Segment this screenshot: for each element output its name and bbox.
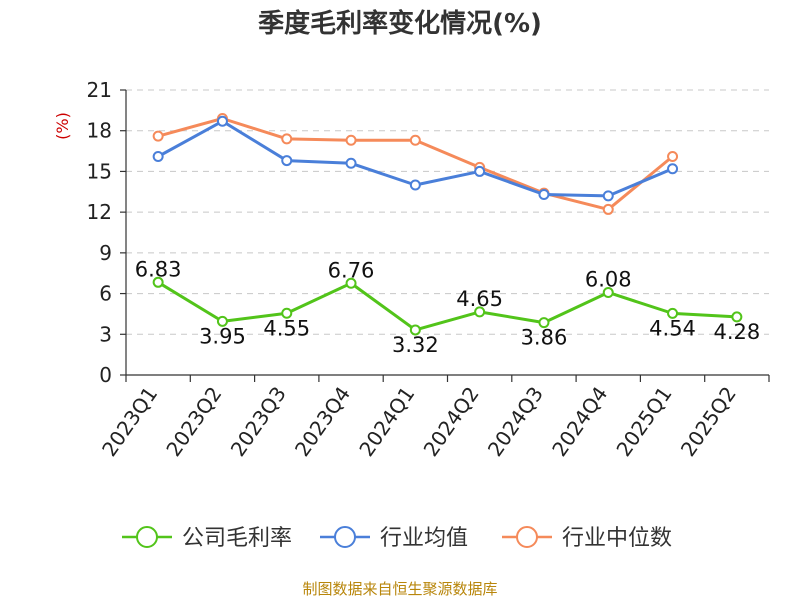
gridlines [126, 89, 769, 335]
data-point [345, 277, 357, 289]
legend-label: 公司毛利率 [182, 526, 292, 551]
data-point [667, 163, 679, 175]
data-label: 3.32 [392, 333, 439, 357]
legend-marker [516, 526, 538, 548]
x-tick-label: 2024Q1 [354, 382, 419, 461]
data-point [538, 189, 550, 200]
data-label: 6.83 [135, 257, 182, 281]
legend-marker [136, 526, 158, 548]
x-tick-label: 2024Q4 [547, 382, 612, 461]
data-point [667, 307, 679, 319]
data-point [281, 133, 293, 145]
data-labels: 6.83 3.95 4.55 6.76 3.32 4.65 3.86 6.08 4.54 4.28 [135, 257, 760, 357]
x-tick-label: 2023Q4 [290, 382, 355, 461]
data-point [667, 151, 679, 162]
y-tick-label: 18 [87, 119, 112, 143]
data-label: 6.08 [585, 267, 632, 291]
x-tick-label: 2024Q3 [483, 382, 548, 461]
series-lines [152, 113, 743, 336]
data-point [216, 115, 228, 127]
x-tick-label: 2025Q1 [611, 382, 676, 461]
data-point [409, 134, 421, 146]
y-axis-unit: (%) [53, 112, 72, 140]
legend-label: 行业均值 [380, 526, 468, 551]
data-point [602, 286, 614, 298]
y-tick-label: 3 [99, 322, 112, 346]
x-tick-label: 2023Q2 [161, 382, 226, 461]
x-tick-label: 2024Q2 [419, 382, 484, 461]
y-tick-label: 21 [87, 78, 112, 102]
data-point [345, 157, 357, 169]
data-point [602, 203, 614, 215]
y-tick-labels: 0 3 6 9 12 15 18 21 [87, 78, 112, 387]
data-point [409, 179, 421, 191]
y-tick-label: 0 [99, 363, 112, 387]
data-label: 4.54 [649, 316, 696, 340]
x-tick-labels: 2023Q1 2023Q2 2023Q3 2023Q4 2024Q1 2024Q2 2024… [97, 382, 741, 461]
data-label: 4.55 [263, 316, 310, 340]
legend-item[interactable]: 公司毛利率 [122, 526, 292, 551]
chart-title: 季度毛利率变化情况(%) [258, 8, 542, 39]
legend-marker [334, 526, 356, 548]
data-point [602, 190, 614, 202]
data-point [152, 151, 164, 162]
source-note: 制图数据来自恒生聚源数据库 [302, 580, 497, 598]
y-tick-label: 15 [87, 159, 112, 183]
data-point [538, 317, 550, 329]
data-point [474, 165, 486, 177]
data-point [216, 315, 228, 327]
data-point [152, 276, 164, 288]
data-label: 3.95 [199, 324, 246, 348]
legend-label: 行业中位数 [562, 526, 672, 551]
data-label: 4.65 [456, 287, 503, 311]
legend: 公司毛利率 行业均值 行业中位数 [122, 526, 672, 551]
axes [120, 89, 770, 382]
x-tick-label: 2023Q1 [97, 382, 162, 461]
data-point [281, 307, 293, 319]
series-line [157, 281, 737, 332]
legend-item[interactable]: 行业均值 [320, 526, 468, 551]
y-tick-label: 12 [87, 200, 112, 224]
x-tick-label: 2023Q3 [226, 382, 291, 461]
y-tick-label: 6 [99, 282, 112, 306]
legend-item[interactable]: 行业中位数 [502, 526, 672, 551]
data-point [731, 311, 743, 323]
y-tick-label: 9 [99, 241, 112, 265]
data-label: 4.28 [713, 320, 760, 344]
data-label: 6.76 [328, 258, 375, 282]
data-label: 3.86 [521, 326, 568, 350]
x-tick-label: 2025Q2 [676, 382, 741, 461]
data-point [281, 155, 293, 167]
data-point [474, 306, 486, 318]
data-point [409, 324, 421, 336]
data-point [345, 134, 357, 146]
data-point [152, 130, 164, 142]
